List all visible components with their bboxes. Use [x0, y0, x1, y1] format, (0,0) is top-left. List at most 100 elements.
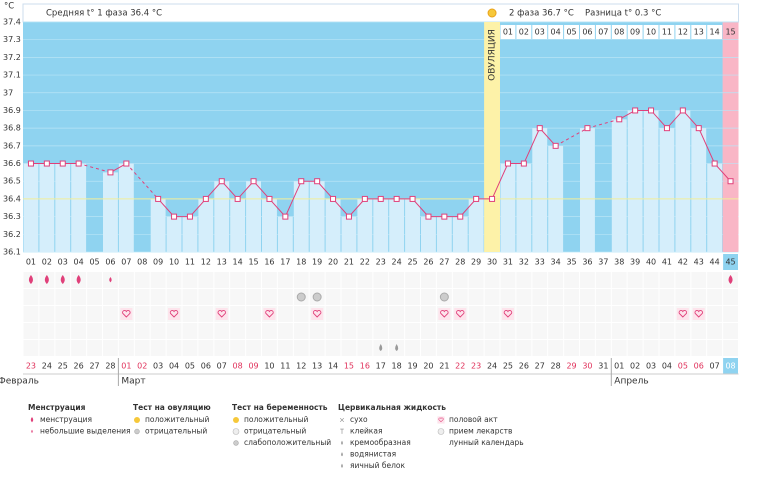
symbol-cell	[627, 323, 643, 339]
symbol-cell	[691, 340, 707, 356]
phase2-text: 2 фаза 36.7 °C	[509, 9, 574, 19]
legend-icon	[341, 440, 343, 445]
symbol-cell	[309, 272, 325, 288]
legend-item: сухо	[350, 415, 368, 424]
date-label: 25	[58, 362, 68, 371]
legend-item: небольшие выделения	[40, 427, 131, 436]
legend-item: кремообразная	[350, 438, 411, 447]
symbol-cell	[134, 272, 150, 288]
legend-icon	[233, 440, 239, 446]
phase2-day: 01	[503, 28, 513, 37]
date-label: 05	[185, 362, 195, 371]
temp-bar	[277, 216, 293, 252]
test-icon	[439, 292, 449, 302]
test-icon	[134, 428, 140, 435]
symbol-cell	[103, 289, 118, 305]
symbol-cell	[198, 306, 214, 322]
day-label: 29	[471, 258, 481, 267]
temp-bar	[675, 110, 691, 252]
symbol-cell	[71, 340, 87, 356]
temp-bar	[246, 181, 261, 252]
phase2-cell	[675, 25, 691, 39]
ovulation-label: ОВУЛЯЦИЯ	[488, 29, 498, 81]
symbol-cell	[293, 340, 309, 356]
y-tick-label: 36.7	[3, 141, 21, 150]
symbol-cell	[357, 340, 373, 356]
date-label: 08	[233, 362, 243, 371]
symbol-cell	[468, 306, 484, 322]
date-label: 26	[74, 362, 84, 371]
symbol-cell	[707, 340, 723, 356]
symbol-cell	[659, 323, 675, 339]
symbol-cell	[246, 306, 261, 322]
day-label: 03	[58, 258, 68, 267]
date-label: 23	[471, 362, 481, 371]
date-label: 05	[678, 362, 688, 371]
symbol-cell	[516, 323, 532, 339]
symbol-cell	[421, 289, 436, 305]
symbol-cell	[675, 340, 691, 356]
temp-bar	[262, 198, 277, 252]
symbol-cell	[723, 323, 738, 339]
legend-item: менструация	[40, 415, 92, 424]
phase2-cell	[691, 25, 707, 39]
day-label: 28	[455, 258, 465, 267]
symbol-cell	[214, 323, 230, 339]
month-label: Февраль	[0, 377, 39, 387]
symbol-cell	[87, 340, 102, 356]
y-tick-label: 36.6	[3, 159, 21, 168]
phase2-day: 12	[678, 28, 688, 37]
temp-point	[250, 178, 257, 185]
day-label: 24	[392, 258, 402, 267]
symbol-cell	[723, 289, 738, 305]
day-label: 14	[233, 258, 243, 267]
date-label: 02	[630, 362, 640, 371]
day-label: 32	[519, 258, 529, 267]
drop-icon	[341, 452, 343, 457]
symbol-cell	[532, 340, 548, 356]
date-label: 11	[280, 362, 290, 371]
symbol-cell	[262, 289, 277, 305]
phase2-day: 04	[551, 28, 561, 37]
temp-point	[266, 195, 273, 202]
symbol-cell	[103, 323, 118, 339]
day-label: 42	[678, 258, 688, 267]
date-label: 23	[26, 362, 36, 371]
drop-icon	[341, 440, 343, 445]
phase2-day: 14	[710, 28, 720, 37]
temp-point	[520, 160, 527, 167]
day-label: 44	[710, 258, 720, 267]
day-label: 09	[153, 258, 163, 267]
temp-bar	[373, 198, 389, 252]
day-label: 45	[725, 258, 735, 267]
temp-bar	[198, 198, 214, 252]
date-label: 01	[614, 362, 624, 371]
date-label: 20	[423, 362, 433, 371]
temp-point	[155, 195, 162, 202]
symbol-cell	[436, 340, 452, 356]
symbol-cell	[230, 289, 246, 305]
legend-item: лунный календарь	[449, 438, 524, 447]
symbol-cell	[675, 323, 691, 339]
symbol-cell	[357, 289, 373, 305]
day-label: 01	[26, 258, 36, 267]
symbol-cell	[230, 323, 246, 339]
phase1-text: Средняя t° 1 фаза 36.4 °C	[46, 9, 162, 19]
y-tick-label: 36.8	[3, 124, 21, 133]
symbol-cell	[532, 323, 548, 339]
symbol-cell	[484, 340, 500, 356]
legend-icon	[339, 417, 345, 423]
symbol-cell	[230, 306, 246, 322]
legend-item: яичный белок	[350, 461, 406, 470]
date-label: 24	[487, 362, 497, 371]
day-label: 06	[105, 258, 115, 267]
test-icon	[233, 440, 239, 446]
date-label: 10	[264, 362, 274, 371]
symbol-cell	[484, 323, 500, 339]
symbol-cell	[389, 306, 405, 322]
symbol-cell	[134, 289, 150, 305]
y-tick-label: 36.9	[3, 106, 21, 115]
y-tick-label: 37.3	[3, 35, 21, 44]
day-label: 13	[217, 258, 227, 267]
symbol-cell	[198, 340, 214, 356]
